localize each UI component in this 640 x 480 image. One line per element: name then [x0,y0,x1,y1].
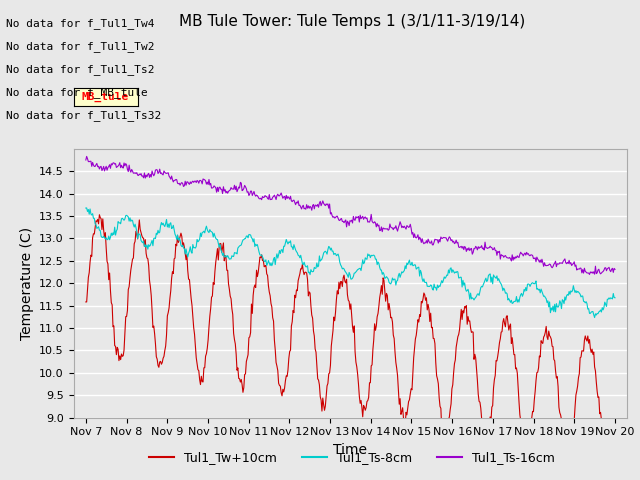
Text: No data for f_MB_tule: No data for f_MB_tule [6,87,148,98]
X-axis label: Time: Time [333,443,367,457]
Text: MB_tule: MB_tule [82,92,129,102]
Legend: Tul1_Tw+10cm, Tul1_Ts-8cm, Tul1_Ts-16cm: Tul1_Tw+10cm, Tul1_Ts-8cm, Tul1_Ts-16cm [144,446,560,469]
Text: No data for f_Tul1_Tw2: No data for f_Tul1_Tw2 [6,41,155,52]
Text: MB Tule Tower: Tule Temps 1 (3/1/11-3/19/14): MB Tule Tower: Tule Temps 1 (3/1/11-3/19… [179,14,525,29]
Y-axis label: Temperature (C): Temperature (C) [20,227,33,340]
Text: No data for f_Tul1_Tw4: No data for f_Tul1_Tw4 [6,18,155,29]
Text: No data for f_Tul1_Ts32: No data for f_Tul1_Ts32 [6,110,162,121]
Text: No data for f_Tul1_Ts2: No data for f_Tul1_Ts2 [6,64,155,75]
